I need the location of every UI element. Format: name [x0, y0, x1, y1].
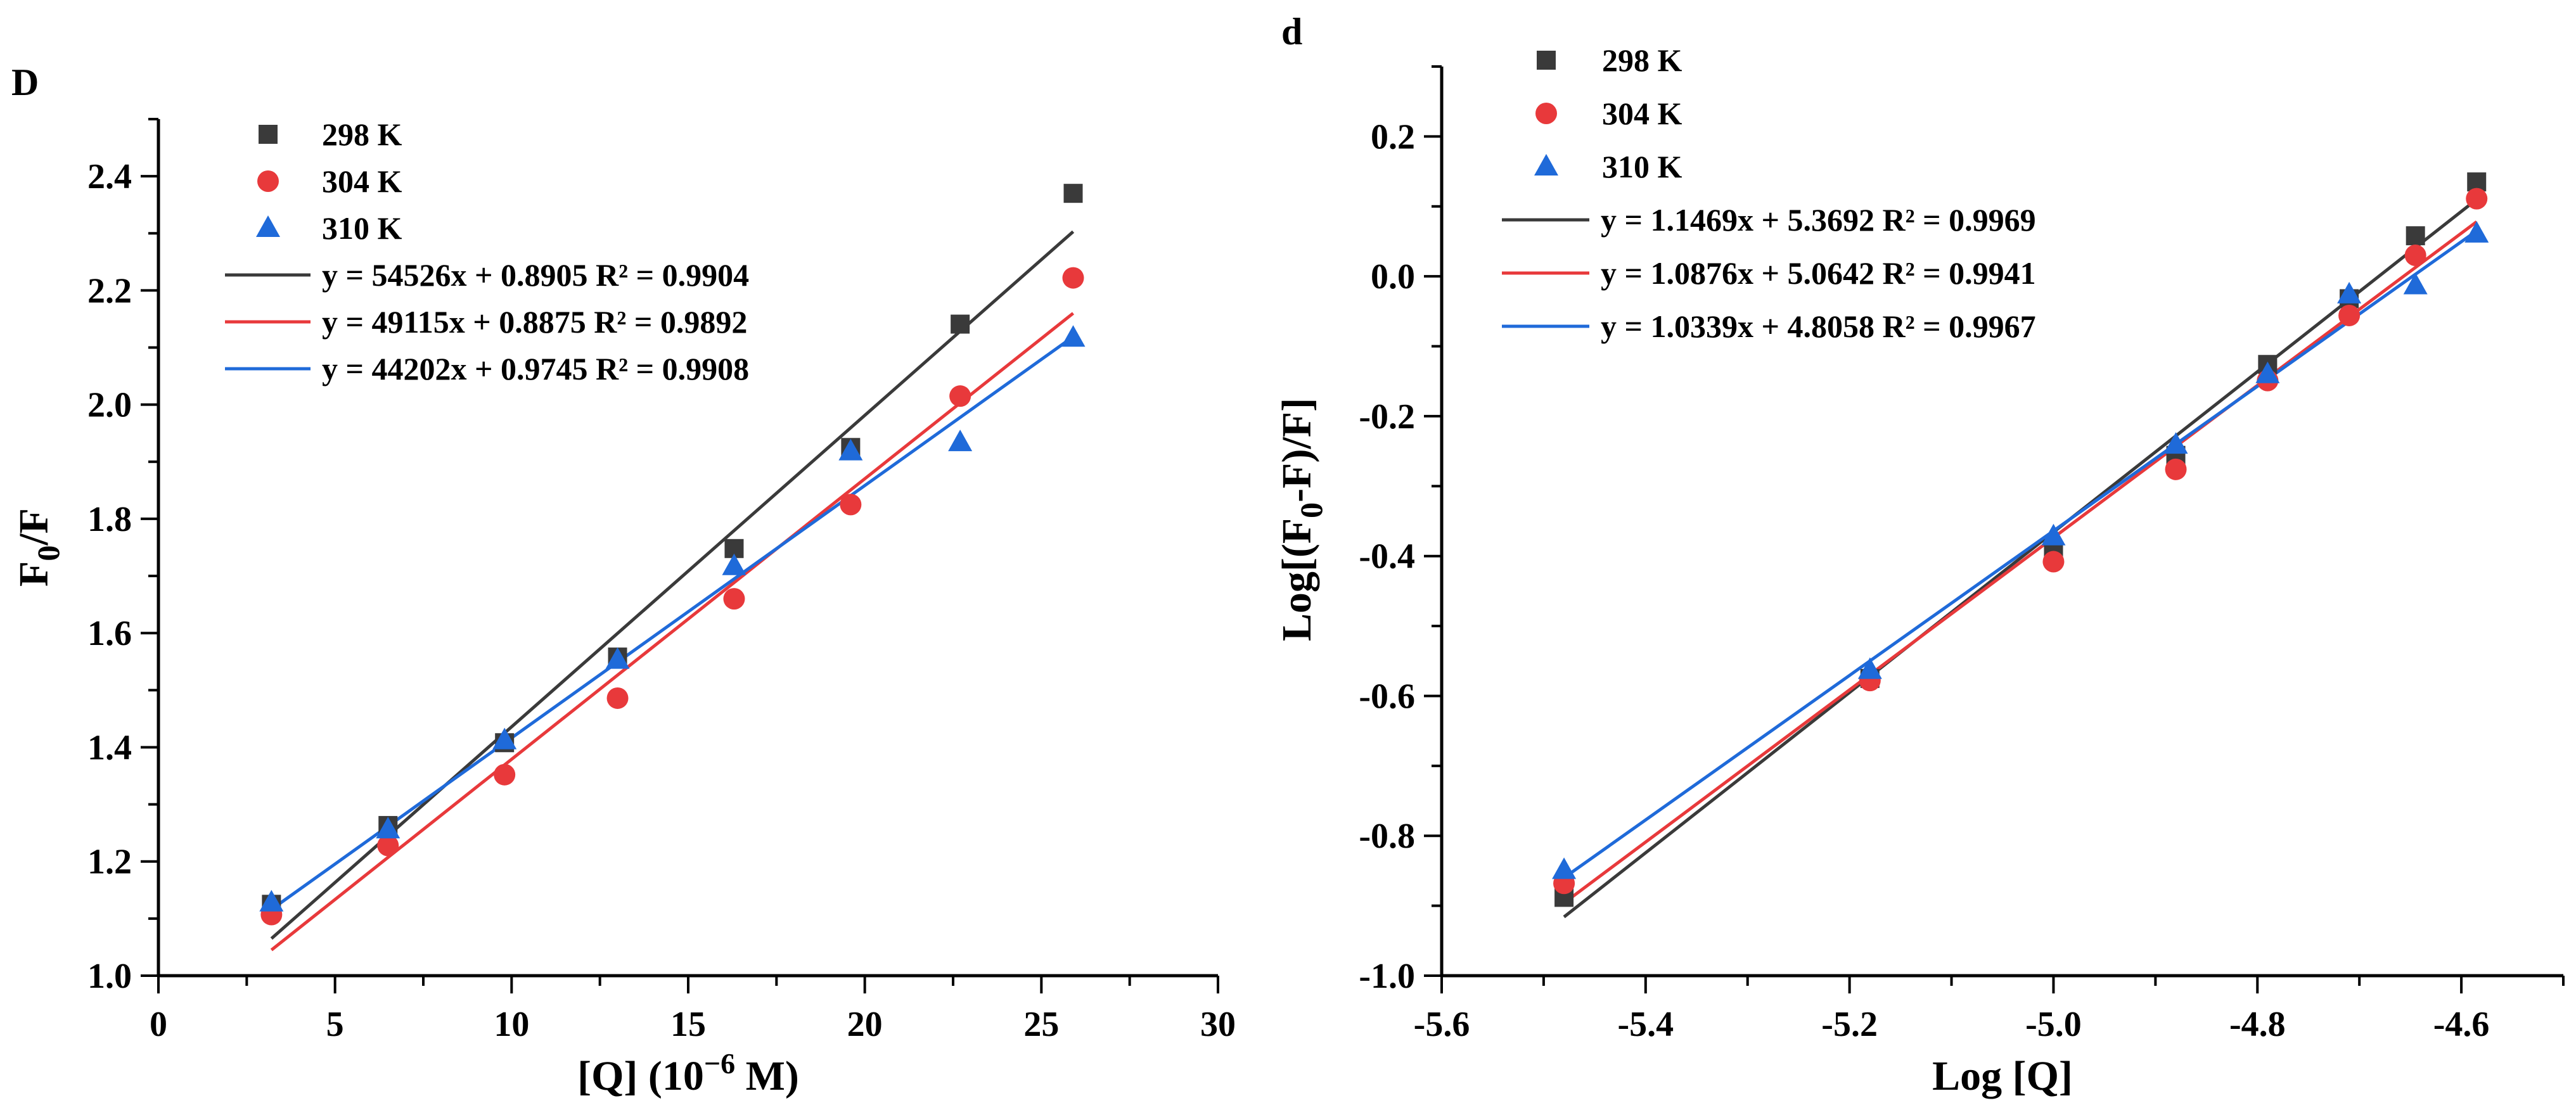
data-point: [2337, 281, 2362, 303]
fit-line: [270, 335, 1074, 911]
data-point: [2042, 551, 2065, 573]
y-tick-label: 1.6: [87, 614, 132, 653]
legend: 298 K 304 K 310 K y = 54526x + 0.8905 R² = …: [225, 117, 749, 386]
legend: 298 K 304 K 310 K y = 1.1469x + 5.3692 R² =…: [1502, 42, 2036, 344]
data-point: [605, 647, 630, 669]
data-point: [722, 553, 747, 575]
y-tick-label: 0.2: [1371, 117, 1415, 156]
data-point: [1857, 657, 1882, 679]
legend-marker: [256, 215, 280, 237]
data-point: [2466, 188, 2488, 210]
x-tick-label: -5.0: [2025, 1005, 2082, 1044]
y-tick-label: 1.0: [87, 957, 132, 996]
data-point: [1063, 184, 1083, 203]
x-tick-label: 30: [1200, 1005, 1236, 1044]
y-tick-label: -0.6: [1359, 677, 1415, 716]
x-tick-label: 0: [150, 1005, 167, 1044]
y-tick-label: 2.2: [87, 271, 132, 310]
y-tick-label: -0.2: [1359, 397, 1415, 437]
data-point: [2404, 245, 2426, 267]
chart-panel-right: d -5.6 -5.4 -5.2 -5.0 -4.8 -4.6 -1.0 -0.8 -0.6 -0…: [1274, 11, 2565, 1099]
fit-line: [1563, 220, 2478, 905]
data-point: [2041, 523, 2066, 545]
x-tick-label: 5: [326, 1005, 344, 1044]
fit-line: [270, 230, 1075, 940]
legend-marker: [1535, 103, 1557, 124]
x-axis-title: [Q] (10−6 M): [577, 1047, 799, 1099]
legend-marker: [1534, 154, 1558, 175]
data-point: [2464, 220, 2489, 243]
y-tick-label: -1.0: [1359, 957, 1415, 996]
data-point: [377, 834, 399, 857]
data-point: [2165, 458, 2187, 480]
data-point: [259, 890, 284, 912]
x-tick-label: -5.4: [1617, 1005, 1674, 1044]
data-point: [606, 687, 629, 709]
x-tick-label: -5.2: [1821, 1005, 1878, 1044]
legend-label: 298 K: [1602, 42, 1682, 78]
legend-marker: [259, 125, 278, 144]
y-tick-label: 0.0: [1371, 257, 1415, 297]
legend-label: 304 K: [1602, 96, 1682, 131]
chart-panel-left: D 0 5 10 15 20 25 30 1.0 1.2 1.4 1.6 1.8 2.0 2.2 2.4 [Q…: [11, 61, 1236, 1099]
data-point: [2163, 432, 2188, 454]
legend-fit-equation: y = 54526x + 0.8905 R² = 0.9904: [322, 257, 749, 293]
y-tick-label: 1.4: [87, 728, 132, 767]
data-point: [492, 727, 517, 750]
x-tick-label: 10: [494, 1005, 529, 1044]
fit-line: [1563, 229, 2478, 879]
data-point: [2255, 361, 2280, 383]
data-point: [2338, 304, 2361, 326]
x-tick-label: 20: [847, 1005, 883, 1044]
data-point: [1061, 325, 1086, 347]
x-tick-label: 25: [1023, 1005, 1059, 1044]
legend-fit-equation: y = 1.0876x + 5.0642 R² = 0.9941: [1601, 255, 2036, 291]
y-axis-title: F0/F: [11, 508, 66, 587]
legend-fit-equation: y = 49115x + 0.8875 R² = 0.9892: [322, 304, 747, 340]
data-point: [838, 438, 863, 461]
legend-marker: [1537, 51, 1556, 70]
x-axis-title: Log [Q]: [1932, 1053, 2073, 1099]
x-tick-label: -4.6: [2433, 1005, 2490, 1044]
data-point: [949, 385, 971, 407]
data-point: [2403, 272, 2428, 295]
fit-line: [270, 312, 1075, 952]
panel-label: d: [1281, 11, 1302, 53]
y-tick-label: -0.4: [1359, 537, 1415, 577]
x-tick-label: -4.8: [2229, 1005, 2286, 1044]
x-tick-label: -5.6: [1414, 1005, 1470, 1044]
legend-fit-equation: y = 1.0339x + 4.8058 R² = 0.9967: [1601, 309, 2036, 344]
y-tick-label: 1.2: [87, 843, 132, 882]
data-point: [840, 494, 862, 516]
data-point: [723, 588, 745, 610]
legend-fit-equation: y = 44202x + 0.9745 R² = 0.9908: [322, 351, 749, 386]
data-point: [376, 817, 400, 839]
data-point: [2406, 226, 2425, 246]
y-tick-label: 2.4: [87, 157, 132, 196]
data-point: [1062, 267, 1084, 289]
legend-marker: [257, 170, 279, 192]
data-point: [494, 763, 516, 786]
data-point: [1552, 857, 1577, 879]
y-tick-label: -0.8: [1359, 817, 1415, 856]
y-axis-title: Log[(F0-F)/F]: [1274, 398, 1329, 641]
y-tick-label: 1.8: [87, 500, 132, 539]
panel-label: D: [11, 61, 39, 103]
legend-label: 304 K: [322, 163, 402, 199]
fit-line: [1563, 198, 2478, 919]
legend-label: 310 K: [1602, 149, 1682, 184]
legend-fit-equation: y = 1.1469x + 5.3692 R² = 0.9969: [1601, 202, 2036, 238]
data-point: [948, 430, 973, 452]
x-tick-label: 15: [670, 1005, 706, 1044]
y-tick-label: 2.0: [87, 386, 132, 425]
legend-label: 310 K: [322, 210, 402, 246]
data-point: [951, 314, 970, 334]
legend-label: 298 K: [322, 117, 402, 152]
